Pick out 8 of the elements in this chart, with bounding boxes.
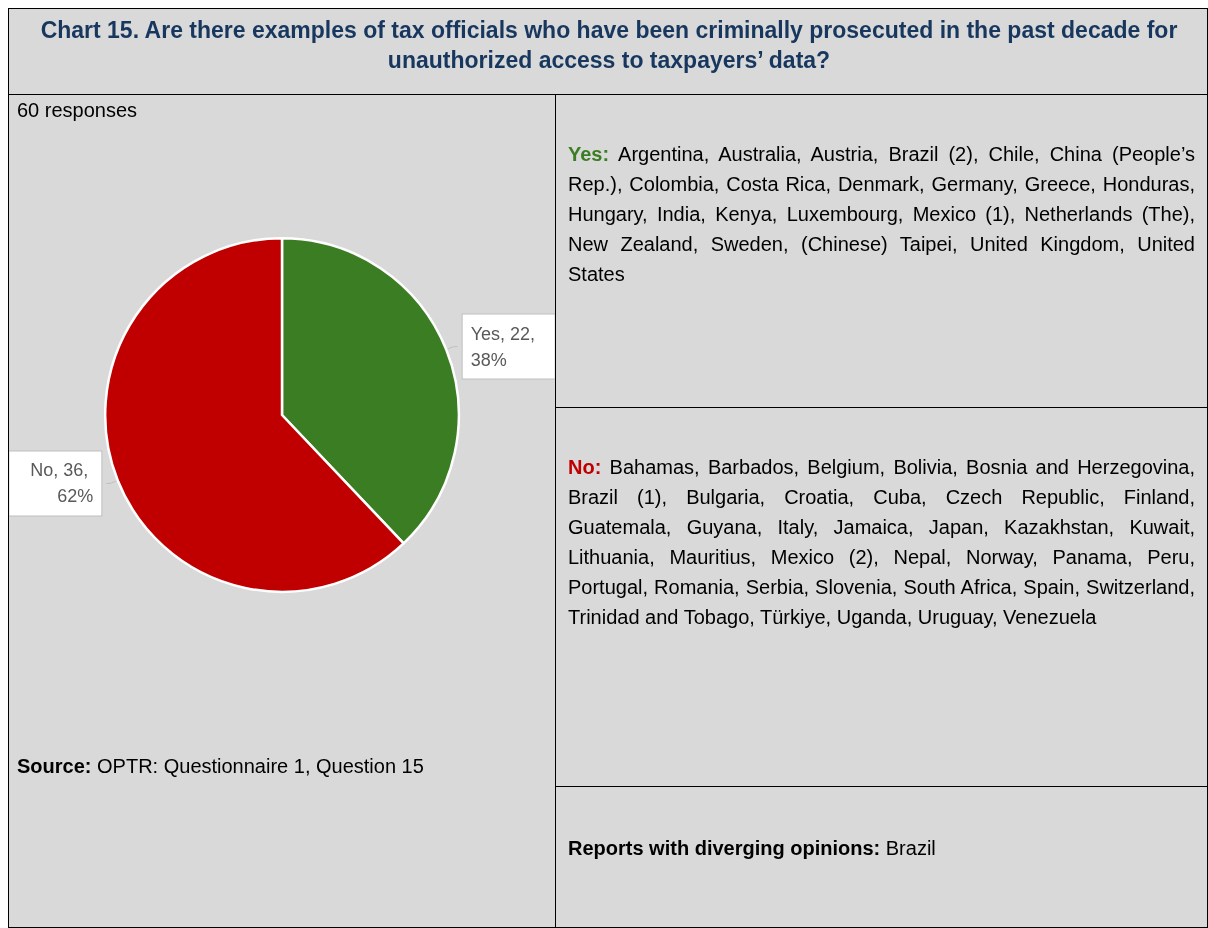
source-note: Source: OPTR: Questionnaire 1, Question 15 — [17, 755, 424, 778]
text: 60 responses — [17, 99, 138, 122]
text: No: Bahamas, Barbados, Belgium, Bolivia, Bosnia and Herzegovina, Brazil (1), Bulgaria, Croatia, Cuba, Czech Republic, Finland, Guatemala, Guyana, Italy, Jamaica, Japan, Kazakhstan, Kuwait, Lithuania, Mauritius, Mexico (2), Nepal, Norway, Panama, Peru, Portugal, Romania, Serbia, Slovenia, South Africa, Spain, Switzerland, Trinidad and Tobago, Türkiye, Uganda, Uruguay, Venezuela — [556, 408, 1207, 787]
text: Reports with diverging opinions: Brazil — [567, 836, 937, 861]
slice-label: Yes, 22, 38% — [470, 323, 541, 370]
slice-label: No, 36, 62% — [30, 460, 94, 507]
text: Chart 15. Are there examples of tax officials who have been criminally prosecuted in the past decade for unauthorized access to taxpayers’ data? — [9, 9, 1207, 95]
text: Yes: Argentina, Australia, Austria, Brazil (2), Chile, China (People’s Rep.), Colombia, Costa Rica, Denmark, Germany, Greece, Honduras, Hungary, India, Kenya, Luxembourg, Mexico (1), Netherlands (The), New Zealand, Sweden, (Chinese) Taipei, United Kingdom, United States — [556, 95, 1207, 408]
